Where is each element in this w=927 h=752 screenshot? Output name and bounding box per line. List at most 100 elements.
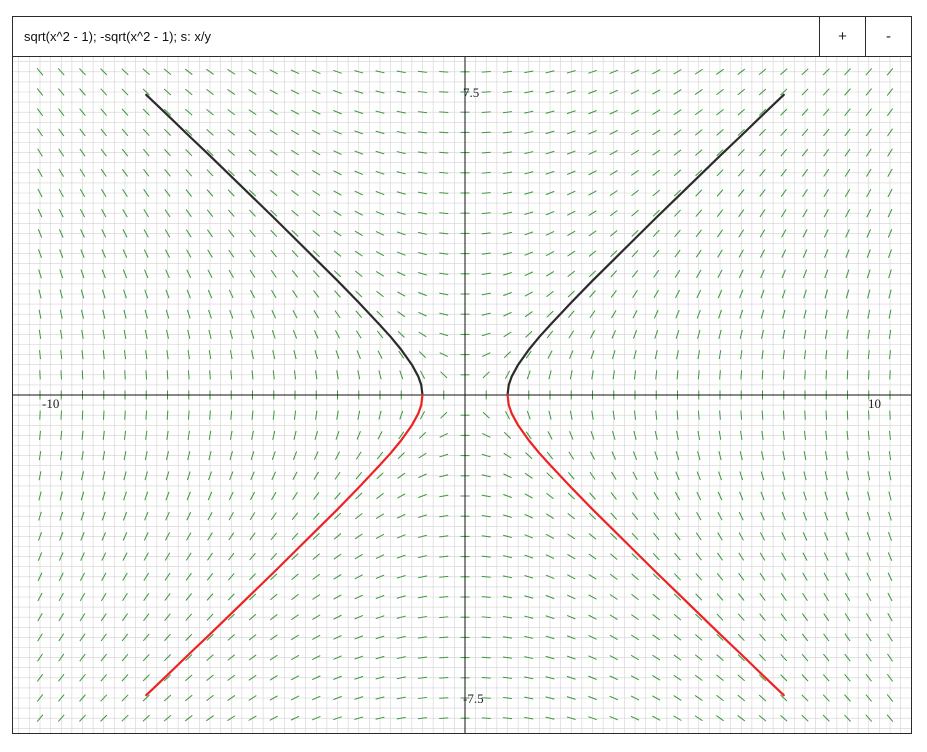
slope-segment [631, 229, 639, 237]
slope-segment [867, 289, 871, 299]
slope-segment [397, 330, 405, 338]
slope-segment [545, 676, 555, 680]
slope-segment [781, 269, 786, 279]
slope-segment [782, 451, 786, 461]
slope-segment [334, 310, 341, 319]
slope-segment [124, 410, 126, 420]
slope-segment [867, 471, 871, 481]
slope-segment [164, 613, 171, 621]
slope-segment [567, 230, 576, 237]
slope-segment [481, 212, 491, 215]
slope-segment [102, 451, 106, 461]
slope-segment [717, 511, 723, 521]
slope-segment [57, 88, 65, 96]
slope-segment [609, 230, 618, 237]
slope-segment [588, 695, 597, 701]
slope-segment [333, 573, 342, 580]
slope-segment [545, 655, 555, 660]
slope-segment [291, 249, 299, 258]
slope-segment [375, 696, 385, 700]
slope-segment [567, 290, 575, 298]
slope-segment [439, 151, 449, 154]
slope-segment [185, 593, 192, 601]
slope-segment [439, 171, 449, 174]
slope-segment [548, 370, 552, 380]
slope-segment [630, 129, 640, 136]
slope-segment [481, 292, 491, 296]
slope-segment [524, 554, 534, 559]
slope-segment [292, 330, 298, 339]
slope-segment [865, 148, 872, 157]
slope-segment [206, 715, 214, 722]
slope-segment [291, 512, 299, 521]
slope-segment [824, 329, 828, 339]
slope-segment [124, 370, 126, 380]
graph-canvas[interactable]: -10 10 7.5 -7.5 [13, 57, 911, 733]
slope-segment [782, 329, 786, 339]
slope-segment [653, 289, 659, 299]
slope-segment [143, 168, 150, 177]
slope-segment [230, 370, 233, 380]
slope-segment [142, 88, 150, 96]
slope-segment [290, 89, 300, 95]
slope-segment [524, 311, 533, 318]
slope-segment [357, 410, 361, 420]
slope-segment [377, 350, 383, 359]
slope-segment [100, 653, 107, 662]
slope-segment [866, 188, 872, 198]
slope-segment [396, 271, 406, 277]
slope-segment [716, 149, 724, 157]
plot-area[interactable]: -10 10 7.5 -7.5 [13, 57, 911, 733]
slope-segment [165, 471, 170, 481]
slope-segment [229, 329, 233, 339]
slope-segment [206, 169, 214, 177]
zoom-in-button[interactable]: + [819, 17, 865, 56]
slope-segment [502, 676, 513, 679]
slope-segment [503, 251, 512, 256]
slope-segment [354, 270, 363, 277]
slope-segment [185, 189, 192, 197]
slope-segment [439, 575, 449, 578]
slope-segment [823, 209, 829, 218]
slope-segment [822, 88, 830, 96]
slope-segment [630, 695, 640, 701]
expression-input[interactable] [13, 17, 819, 56]
slope-segment [333, 130, 342, 135]
slope-segment [695, 229, 702, 238]
slope-segment [823, 613, 830, 622]
slope-segment [333, 716, 342, 721]
zoom-out-button[interactable]: - [865, 17, 911, 56]
slope-segment [481, 636, 491, 639]
slope-segment [758, 694, 767, 702]
slope-segment [566, 594, 576, 600]
slope-segment [739, 289, 744, 299]
slope-segment [823, 168, 830, 177]
slope-segment [737, 613, 745, 621]
slope-segment [503, 452, 512, 459]
slope-segment [865, 68, 873, 76]
slope-segment [610, 492, 617, 500]
slope-segment [163, 674, 172, 682]
slope-segment [545, 90, 555, 94]
slope-segment [545, 130, 555, 135]
tick-labels: -10 10 7.5 -7.5 [42, 85, 881, 706]
slope-segment [122, 188, 128, 198]
slope-segment [186, 289, 191, 299]
slope-segment [588, 594, 597, 600]
slope-segment [759, 169, 766, 177]
slope-segment [740, 350, 743, 360]
slope-segment [375, 574, 385, 580]
slope-segment [887, 592, 893, 602]
slope-segment [503, 291, 512, 297]
slope-segment [37, 128, 43, 137]
slope-segment [80, 289, 85, 299]
slope-segment [865, 653, 872, 662]
slope-segment [740, 410, 743, 420]
slope-segment [676, 430, 679, 440]
slope-segment [37, 653, 43, 662]
slope-segment [311, 109, 321, 115]
slope-segment [417, 211, 428, 215]
slope-segment [227, 209, 235, 217]
slope-segment [251, 350, 254, 360]
slope-segment [782, 471, 786, 481]
